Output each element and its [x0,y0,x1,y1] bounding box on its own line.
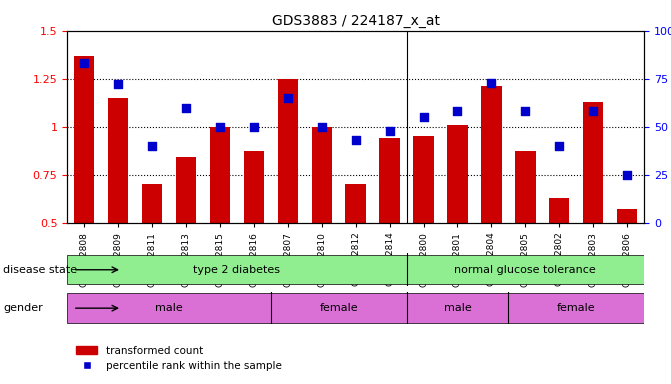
Bar [448,125,468,223]
Text: gender: gender [3,303,43,313]
Bar [413,136,433,223]
Bar [278,79,298,223]
Text: disease state: disease state [3,265,77,275]
FancyBboxPatch shape [67,293,271,323]
Point [622,172,633,178]
Point [180,104,191,111]
Bar [549,198,570,223]
Text: male: male [155,303,183,313]
Text: female: female [319,303,358,313]
Bar [515,151,535,223]
Point [248,124,259,130]
Point [520,108,531,114]
FancyBboxPatch shape [407,293,509,323]
Bar [583,102,603,223]
Bar [209,127,230,223]
Legend: transformed count, percentile rank within the sample: transformed count, percentile rank withi… [72,341,286,375]
FancyBboxPatch shape [407,255,644,285]
Text: type 2 diabetes: type 2 diabetes [193,265,280,275]
Text: normal glucose tolerance: normal glucose tolerance [454,265,597,275]
Point [452,108,463,114]
Point [215,124,225,130]
Point [350,137,361,143]
Bar [176,157,196,223]
Text: female: female [557,303,596,313]
Point [316,124,327,130]
Point [588,108,599,114]
FancyBboxPatch shape [271,293,407,323]
Point [113,81,123,88]
Bar [108,98,128,223]
Point [384,127,395,134]
Point [146,143,157,149]
FancyBboxPatch shape [509,293,644,323]
Point [418,114,429,120]
Point [554,143,565,149]
Bar [617,209,637,223]
Text: male: male [444,303,471,313]
Point [79,60,89,66]
Bar [244,151,264,223]
Bar [481,86,502,223]
Bar [142,184,162,223]
FancyBboxPatch shape [67,255,407,285]
Bar [74,56,94,223]
Point [282,95,293,101]
Bar [311,127,332,223]
Point [486,79,497,86]
Bar [346,184,366,223]
Bar [379,138,400,223]
Title: GDS3883 / 224187_x_at: GDS3883 / 224187_x_at [272,14,440,28]
